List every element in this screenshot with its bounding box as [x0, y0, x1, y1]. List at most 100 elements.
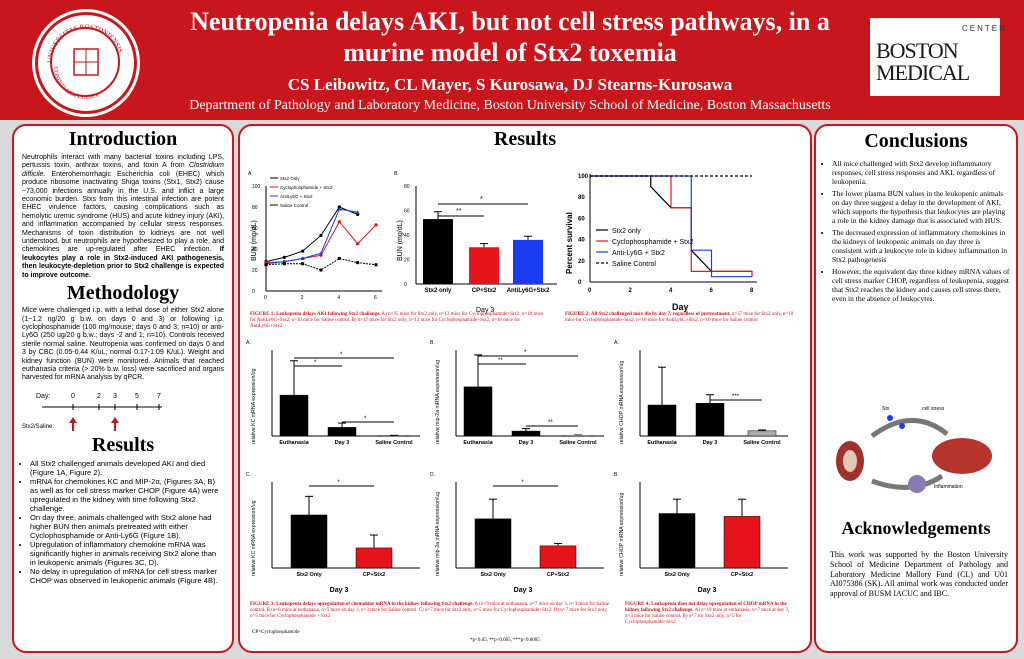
bar-xtick: Day 3	[335, 440, 350, 446]
panel-letter: C.	[246, 472, 251, 478]
bar-xtick: Saline Control	[559, 440, 597, 446]
fig1b-bar	[513, 239, 543, 284]
fig1a-xtick: 0	[264, 295, 267, 301]
bar-ylabel: relative KC mRNA expression/ug	[251, 368, 257, 444]
fig2-ytick: 100	[578, 174, 589, 180]
fig1a-point	[282, 262, 286, 266]
conclusion-bullet-1: The lower plasma BUN values in the leuko…	[832, 189, 1010, 225]
bar	[723, 516, 761, 569]
results-left-list: All Stx2 challenged animals developed AK…	[18, 459, 232, 585]
bar-xtick: Stx2 Only	[664, 572, 690, 578]
poster-authors: CS Leibowitz, CL Mayer, S Kurosawa, DJ S…	[287, 75, 733, 94]
svg-text:Day:: Day:	[36, 393, 50, 400]
fig2-xtick: 6	[710, 288, 714, 294]
left-panel: Introduction Neutrophils interact with m…	[12, 124, 234, 653]
fig1a-xtick: 2	[301, 295, 304, 301]
bar	[747, 430, 777, 437]
figure-2-survival-chart: Percent survival 0 20 40 60 80 100 0 2 4 6 8 Stx2 …	[565, 174, 757, 312]
fig2-xtick: 8	[750, 288, 754, 294]
sig-mark: **	[498, 358, 503, 364]
fig2-ytick: 40	[578, 238, 585, 244]
svg-text:Stx2/Saline:: Stx2/Saline:	[22, 424, 54, 430]
sig-mark: ***	[732, 394, 740, 400]
panel-letter: D.	[430, 472, 435, 478]
acknowledgements-text: This work was supported by the Boston Un…	[830, 550, 1008, 599]
fig1b-xtick: CP+Stx2	[472, 288, 497, 294]
acknowledgements-heading: Acknowledgements	[841, 518, 991, 538]
fig1b-xtick: Stx2 only	[425, 288, 452, 294]
bar	[647, 404, 677, 437]
bar	[539, 545, 577, 569]
fig1a-point	[337, 207, 342, 211]
fig1a-ytick: 80	[252, 205, 258, 211]
poster-title: Neutropenia delays AKI, but not cell str…	[190, 7, 830, 67]
bar	[279, 394, 309, 437]
fig1b-ytick: 40	[404, 233, 410, 239]
fig1a-point	[337, 256, 341, 260]
footnote-pvalues: *p<0.05, **p<0.005, ***p<0.0005	[470, 638, 540, 643]
bar-xlabel: Day 3	[514, 587, 533, 594]
methodology-text: Mice were challenged i.p. with a lethal …	[22, 307, 224, 382]
center-panel: Results A. BUN (mg/dL) 0 20 40 60 80 100 0 2 4 6 …	[238, 124, 812, 653]
timeline-day-label: 7	[157, 393, 161, 400]
bar-xtick: Euthanasia	[647, 440, 677, 446]
seal-motto: CONDITA MDCCCLXIX	[52, 67, 101, 101]
figure-2-caption: FIGURE 2: All Stx2 challenged mice die b…	[565, 312, 794, 323]
bar	[474, 518, 512, 569]
fig1b-xtick: AntiLy6G+Stx2	[507, 288, 550, 294]
sig-mark: *	[524, 350, 527, 356]
fig1a-legend-label: Stx2 Only	[280, 176, 300, 181]
results-bullet-1: mRNA for chemokines KC and MIP-2α, (Figu…	[30, 477, 224, 513]
fig1a-point	[300, 256, 305, 260]
results-center-heading: Results	[493, 128, 557, 150]
bar	[511, 430, 541, 437]
bar	[463, 386, 493, 437]
bar-ylabel: relative KC mRNA expression/ug	[251, 500, 257, 576]
methodology-timeline: Day: 0 2 3 5 7 Stx2/Saline:	[22, 393, 162, 431]
poster-department: Department of Pathology and Laboratory M…	[189, 98, 831, 113]
results-bullet-4: No delay in upregulation of mRNA for cel…	[30, 567, 224, 585]
bar-xtick: CP+Stx2	[731, 572, 753, 578]
timeline-day-label: 2	[97, 393, 101, 400]
fig1a-series-line	[265, 257, 377, 271]
figure-4b-chop-bar-chart: B. relative CHOP mRNA expression/ug Stx2 O…	[614, 472, 788, 594]
diagram-label-cell-stress: cell stress	[922, 406, 945, 412]
fig2-legend-label: Anti-Ly6G + Stx2	[612, 250, 665, 257]
fig1a-xtick: 6	[374, 295, 377, 301]
fig1a-ytick: 20	[252, 268, 258, 274]
fig1a-point	[337, 205, 341, 209]
panel-letter: A.	[614, 340, 619, 346]
fig1b-xlabel: Day 3	[476, 307, 494, 314]
bar-xtick: Day 3	[519, 440, 534, 446]
conclusion-bullet-0: All mice challenged with Stx2 develop in…	[832, 159, 1010, 186]
fig1a-point	[282, 255, 286, 259]
fig1b-sig: *	[480, 196, 483, 203]
fig2-legend-label: Stx2 only	[612, 228, 641, 235]
figure-1-caption: FIGURE 1: Leukopenia delays AKI followin…	[250, 312, 544, 329]
figure-1b-bun-bar-chart: B. BUN (mg/dL) 0 20 40 60 80 Stx2 only CP+Stx2…	[394, 171, 557, 314]
bar-xtick: Stx2 Only	[296, 572, 322, 578]
poster-header: UNIVERSITAS BOSTONIENSIS CONDITA MDCCCLX…	[0, 0, 1024, 120]
conclusion-bullet-3: However, the equivalent day three kidney…	[832, 267, 1010, 303]
fig2-ytick: 80	[578, 195, 585, 201]
panel-letter: A.	[246, 340, 251, 346]
svg-text:UNIVERSITAS BOSTONIENSIS: UNIVERSITAS BOSTONIENSIS	[46, 23, 124, 63]
fig2-ytick: 20	[578, 259, 585, 265]
figure-3a-kc-bar-chart: A. relative KC mRNA expression/ug Euthanas…	[246, 340, 420, 446]
fig2-ytick: 60	[578, 216, 585, 222]
fig1a-point	[374, 223, 378, 227]
fig1b-ylabel: BUN (mg/dL)	[397, 220, 404, 261]
bar	[327, 427, 357, 437]
stx-pathway-diagram: Stx cell stress Inflammation	[836, 406, 992, 493]
fig1a-point	[319, 251, 323, 255]
seal-text: UNIVERSITAS BOSTONIENSIS	[46, 23, 124, 63]
boston-university-seal: UNIVERSITAS BOSTONIENSIS CONDITA MDCCCLX…	[35, 12, 137, 114]
fig1b-sig: **	[456, 208, 462, 215]
fig1a-point	[319, 233, 323, 237]
fig1a-ytick: 40	[252, 247, 258, 253]
sig-mark: *	[522, 480, 525, 486]
bar-xtick: Euthanasia	[279, 440, 309, 446]
diagram-label-inflammation: Inflammation	[934, 484, 963, 490]
fig1b-ytick: 80	[404, 184, 410, 190]
bar-xlabel: Day 3	[330, 587, 349, 594]
